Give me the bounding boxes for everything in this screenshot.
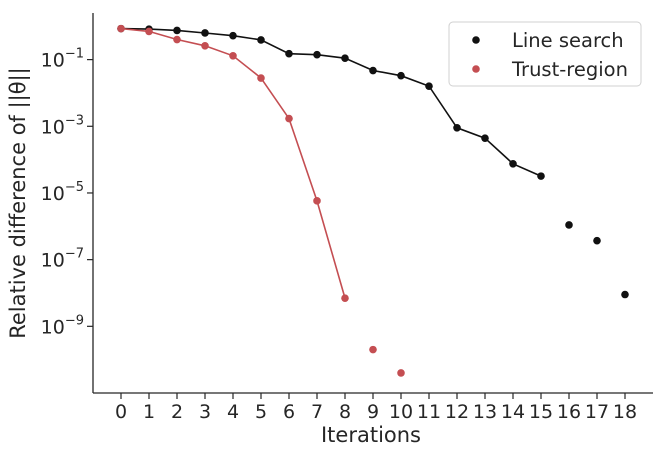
data-point-trust-region: [285, 114, 293, 123]
series-line-line-search: [120, 27, 542, 177]
x-tick-label: 5: [255, 401, 267, 423]
series-layer: [117, 24, 629, 377]
data-point-line-search: [369, 66, 377, 75]
data-point-line-search: [537, 172, 545, 180]
x-tick-label: 11: [417, 401, 441, 423]
data-point-trust-region: [117, 24, 125, 33]
legend-label-trust-region: Trust-region: [511, 58, 628, 81]
data-point-line-search: [593, 236, 601, 245]
x-tick-label: 15: [529, 401, 553, 423]
x-tick-label: 6: [283, 401, 295, 423]
data-point-line-search: [341, 54, 349, 63]
x-ticks: 0 1 2 3 4 5 6 7 8 9 10 11 12 13 14 15 16 17 18: [115, 393, 637, 423]
y-ticks: 10−1 10−3 10−5 10−7 10−9: [41, 47, 93, 338]
data-point-line-search: [285, 49, 293, 58]
data-point-line-search: [201, 29, 209, 37]
y-tick-label: 10−5: [41, 180, 84, 205]
legend-marker-line-search: [472, 36, 480, 44]
x-tick-label: 3: [199, 401, 211, 423]
y-tick-label: 10−9: [41, 313, 84, 338]
data-point-line-search: [509, 159, 517, 168]
y-tick-label: 10−3: [41, 113, 84, 138]
x-tick-label: 14: [501, 401, 525, 423]
x-tick-label: 12: [445, 401, 469, 423]
series-line-trust-region: [120, 27, 346, 299]
x-tick-label: 1: [143, 401, 155, 423]
data-point-line-search: [397, 71, 405, 80]
x-tick-label: 8: [339, 401, 351, 423]
data-point-trust-region: [341, 294, 349, 302]
x-tick-label: 16: [557, 401, 581, 423]
data-point-line-search: [565, 221, 573, 229]
y-axis-label: Relative difference of ||θ||: [6, 67, 31, 339]
y-tick-label: 10−7: [41, 247, 84, 272]
data-point-line-search: [229, 31, 237, 40]
x-axis-label: Iterations: [321, 423, 421, 447]
x-tick-label: 10: [389, 401, 413, 423]
x-tick-label: 17: [585, 401, 609, 423]
x-tick-label: 9: [367, 401, 379, 423]
legend: Line search Trust-region: [448, 21, 642, 87]
data-point-trust-region: [173, 35, 181, 44]
data-point-line-search: [313, 50, 321, 59]
data-point-trust-region: [313, 197, 321, 205]
data-point-trust-region: [201, 41, 209, 50]
series-trust-region: [117, 24, 405, 377]
x-tick-label: 0: [115, 401, 127, 423]
data-point-line-search: [481, 134, 489, 142]
x-tick-label: 2: [171, 401, 183, 423]
data-point-trust-region: [229, 52, 237, 60]
x-tick-label: 7: [311, 401, 323, 423]
data-point-line-search: [257, 36, 265, 44]
data-point-trust-region: [397, 369, 405, 377]
data-point-line-search: [425, 82, 433, 90]
data-point-trust-region: [369, 345, 377, 354]
data-point-line-search: [621, 290, 629, 299]
legend-label-line-search: Line search: [512, 29, 624, 52]
data-point-line-search: [453, 124, 461, 132]
data-point-trust-region: [145, 27, 153, 36]
x-tick-label: 4: [227, 401, 239, 423]
x-tick-label: 13: [473, 401, 497, 423]
legend-marker-trust-region: [472, 65, 480, 73]
y-tick-label: 10−1: [41, 47, 84, 72]
data-point-trust-region: [257, 74, 265, 82]
data-point-line-search: [173, 26, 181, 35]
x-tick-label: 18: [613, 401, 637, 423]
legend-frame: [448, 21, 642, 87]
